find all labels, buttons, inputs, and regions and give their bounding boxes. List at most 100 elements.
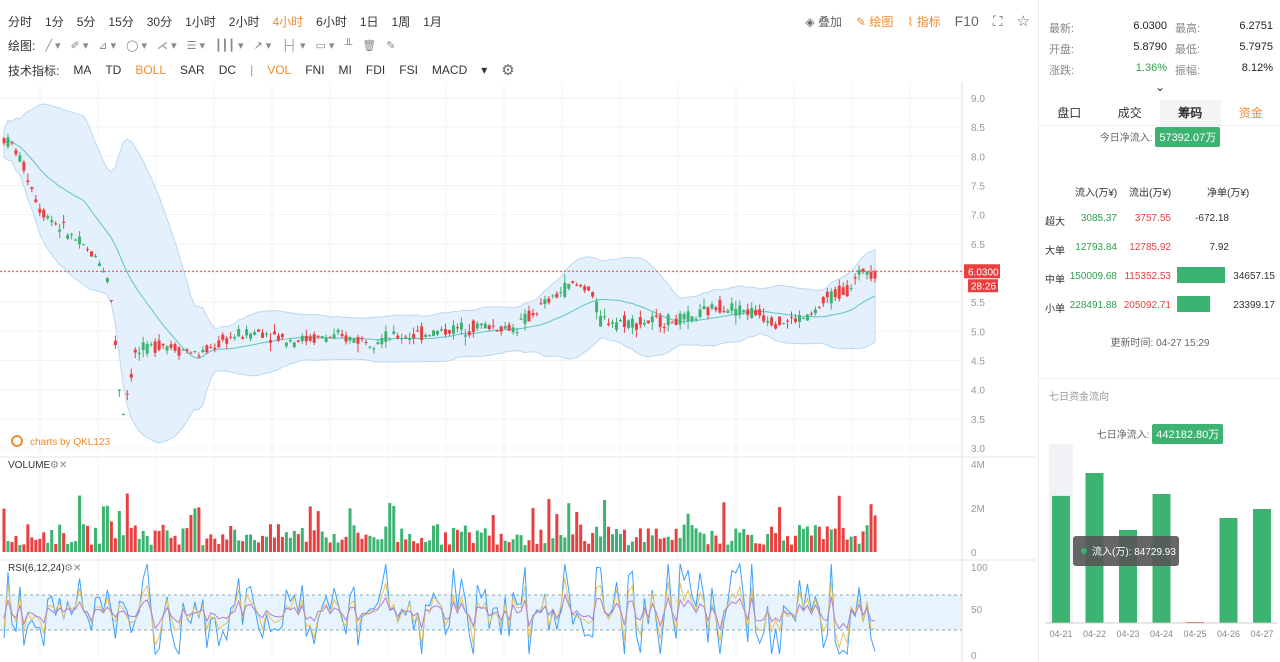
quote-label: 最低:	[1175, 44, 1201, 56]
star-icon[interactable]: ☆	[1016, 13, 1030, 30]
flow-net: 34657.15	[1233, 271, 1275, 282]
indicator-vol[interactable]: VOL	[267, 63, 292, 77]
volume-bar	[539, 529, 543, 552]
today-inflow-row: 今日净流入: 57392.07万	[1039, 127, 1280, 147]
ray-tool-icon[interactable]: ⊿ ▾	[98, 39, 117, 52]
indicator-fni[interactable]: FNI	[305, 63, 325, 77]
pen-tool-icon[interactable]: ✐ ▾	[70, 39, 89, 52]
bars-tool-icon[interactable]: ╨	[344, 39, 353, 51]
timeframe-7[interactable]: 4小时	[272, 14, 304, 29]
volume-bar	[388, 503, 392, 552]
volume-settings-icon[interactable]: ⚙✕	[50, 460, 67, 471]
circle-tool-icon[interactable]: ◯ ▾	[126, 39, 148, 52]
timeframe-5[interactable]: 1小时	[185, 14, 216, 29]
timeframe-0[interactable]: 分时	[8, 14, 33, 29]
seven-day-bar[interactable]	[1052, 495, 1070, 623]
arrow-tool-icon[interactable]: ↗ ▾	[253, 39, 272, 52]
line-tool-icon[interactable]: ╱ ▾	[45, 39, 61, 52]
volume-bar	[638, 528, 642, 552]
volume-bar	[849, 536, 853, 552]
volume-bar	[813, 525, 817, 552]
candle	[559, 292, 563, 294]
boll-band	[3, 103, 876, 444]
candle	[487, 325, 491, 330]
timeframe-3[interactable]: 15分	[108, 14, 134, 29]
overlay-button[interactable]: ◈ 叠加	[805, 14, 842, 29]
volume-bar	[336, 542, 340, 552]
volume-bar	[459, 531, 463, 552]
candle	[730, 303, 734, 311]
candle	[650, 316, 654, 323]
volume-bar	[125, 493, 129, 552]
seven-day-chart[interactable]: 04-21 04-22 04-23 04-24 04-25 04-26 04-27 流入(万)…	[1039, 440, 1280, 660]
timeframe-1[interactable]: 1分	[45, 14, 64, 29]
volume-bar	[261, 535, 265, 552]
settings-gear-icon[interactable]: ⚙	[501, 62, 515, 79]
volume-bar	[66, 543, 70, 552]
tab-2[interactable]: 筹码	[1160, 100, 1221, 125]
timeframe-10[interactable]: 1周	[391, 14, 411, 29]
rsi-settings-icon[interactable]: ⚙✕	[64, 563, 81, 574]
volume-bar	[97, 543, 101, 552]
quote-value: 6.2751	[1239, 20, 1273, 32]
indicator-ma[interactable]: MA	[73, 63, 92, 77]
fullscreen-icon[interactable]: ⛶	[992, 12, 1003, 29]
indicator-fdi[interactable]: FDI	[365, 63, 386, 77]
timeframe-11[interactable]: 1月	[423, 14, 442, 29]
volume-bar	[288, 537, 292, 552]
indicator-mi[interactable]: MI	[338, 63, 352, 77]
volume-bar	[109, 521, 113, 552]
tab-1[interactable]: 成交	[1117, 106, 1142, 120]
volume-bar	[129, 527, 133, 552]
grid-tool-icon[interactable]: ┃┃┃ ▾	[215, 39, 244, 52]
f10-button[interactable]: F10	[954, 13, 979, 29]
expand-chevron-icon[interactable]: ⌄	[1155, 80, 1166, 94]
indicator-td[interactable]: TD	[105, 63, 122, 77]
volume-bar	[845, 539, 849, 552]
timeframe-2[interactable]: 5分	[76, 14, 96, 29]
timeframe-8[interactable]: 6小时	[316, 14, 347, 29]
comment-tool-icon[interactable]: ▭ ▾	[315, 39, 335, 52]
drawing-tools: 绘图: ╱ ▾ ✐ ▾ ⊿ ▾ ◯ ▾ ⋌ ▾ ☰ ▾ ┃┃┃ ▾ ↗ ▾ ├┤…	[8, 34, 395, 56]
indicator-fsi[interactable]: FSI	[399, 63, 418, 77]
volume-bar	[328, 542, 332, 552]
indicator-sar[interactable]: SAR	[180, 63, 205, 77]
fib-tool-icon[interactable]: ☰ ▾	[186, 39, 206, 52]
indicator-dc[interactable]: DC	[218, 63, 237, 77]
volume-bar	[790, 544, 793, 552]
candle	[849, 287, 853, 289]
trash-icon[interactable]: 🗑	[362, 39, 377, 52]
indicator-button[interactable]: ⌇ 指标	[907, 14, 941, 29]
indicator-dropdown-icon[interactable]: ▾	[481, 63, 488, 77]
fork-tool-icon[interactable]: ⋌ ▾	[157, 39, 177, 52]
volume-bar	[392, 505, 396, 552]
seven-day-bar[interactable]	[1219, 518, 1238, 623]
timeframe-9[interactable]: 1日	[359, 14, 379, 29]
timeframe-4[interactable]: 30分	[146, 14, 173, 29]
seven-day-tick: 04-23	[1116, 629, 1139, 639]
candle	[861, 268, 865, 272]
candle	[611, 322, 615, 324]
indicator-macd[interactable]: MACD	[431, 63, 468, 77]
measure-tool-icon[interactable]: ├┤ ▾	[281, 39, 306, 52]
volume-bar	[726, 544, 730, 552]
volume-bar	[666, 536, 670, 552]
candle	[479, 323, 483, 326]
price-axis-label: 4.5	[971, 357, 985, 368]
candle	[280, 333, 284, 338]
flow-name: 中单	[1045, 275, 1065, 286]
candle	[845, 285, 849, 297]
candle	[181, 349, 185, 351]
volume-bar	[615, 529, 618, 552]
timeframe-6[interactable]: 2小时	[228, 14, 260, 29]
seven-day-bar[interactable]	[1253, 509, 1271, 623]
draw-button[interactable]: ✎ 绘图	[855, 14, 894, 29]
kline-chart[interactable]: 9.08.58.07.57.06.56.05.55.04.54.03.53.06…	[0, 82, 1036, 662]
candle	[424, 334, 428, 337]
candle	[66, 235, 70, 239]
tab-3[interactable]: 资金	[1238, 106, 1263, 120]
indicator-boll[interactable]: BOLL	[135, 63, 167, 77]
eraser-icon[interactable]: ✎	[386, 39, 396, 52]
rsi-label: RSI(6,12,24)	[8, 563, 65, 574]
tab-0[interactable]: 盘口	[1057, 106, 1082, 120]
